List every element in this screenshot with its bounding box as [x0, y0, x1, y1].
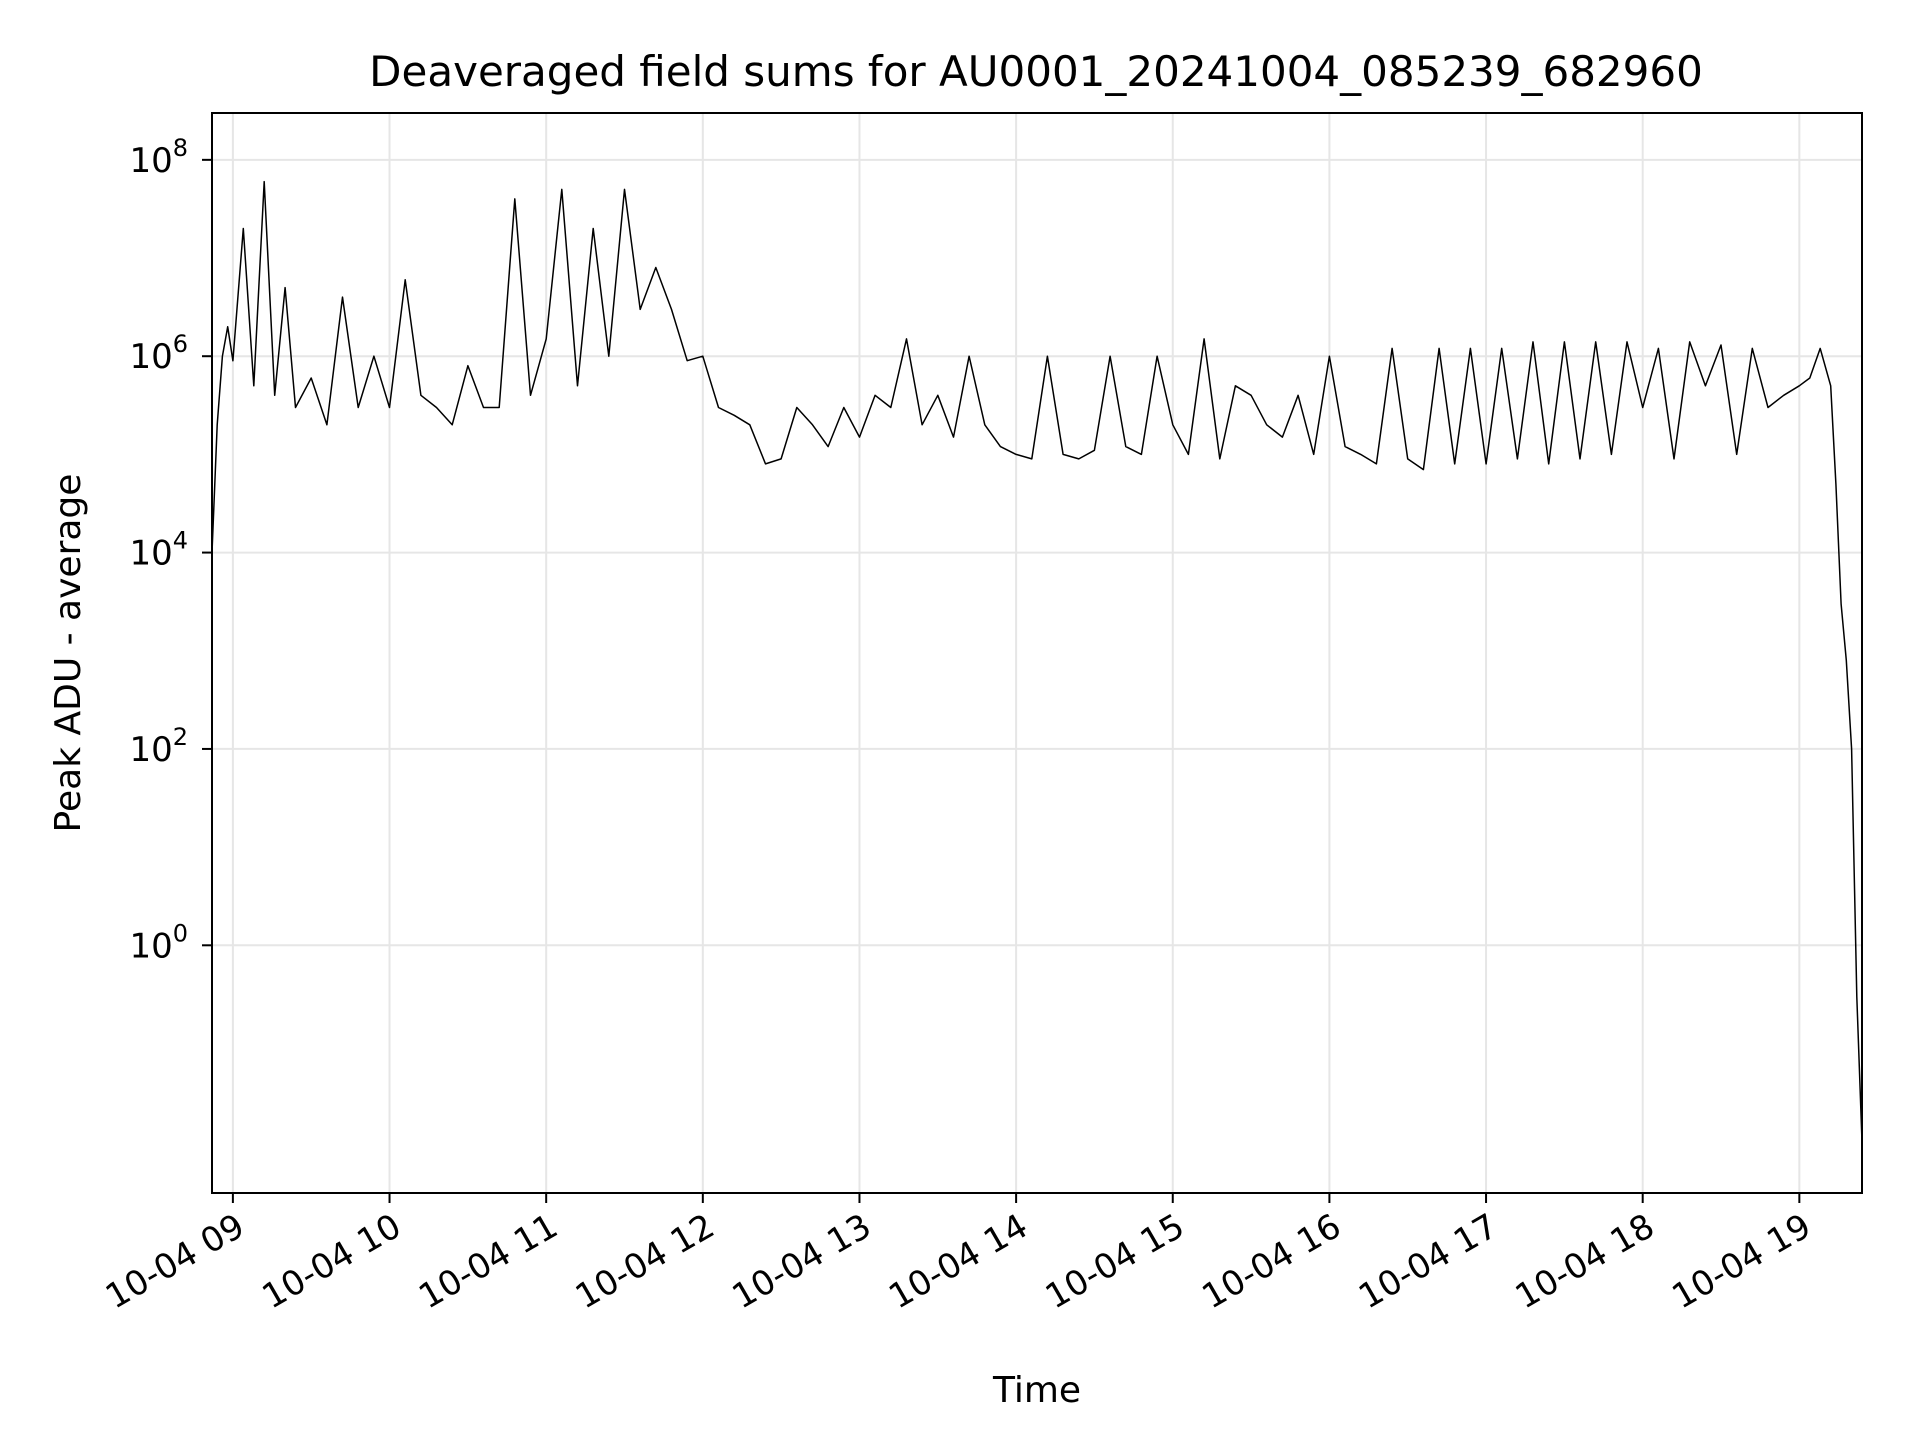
x-axis-label: Time [992, 1370, 1081, 1411]
plot-frame [211, 112, 1863, 1194]
y-tick-labels: 100 102 104 106 108 [129, 134, 188, 966]
gridlines [212, 113, 1862, 1193]
series-line [211, 180, 1863, 1142]
tick-marks [202, 158, 1801, 1203]
y-axis-label: Peak ADU - average [48, 474, 89, 833]
y-tick-label: 100 [129, 919, 188, 966]
chart-title: Deaveraged field sums for AU0001_2024100… [369, 47, 1703, 96]
y-tick-label: 102 [129, 723, 188, 770]
y-tick-label: 108 [129, 134, 188, 181]
y-tick-label: 106 [129, 330, 188, 377]
y-tick-label: 104 [129, 527, 188, 574]
